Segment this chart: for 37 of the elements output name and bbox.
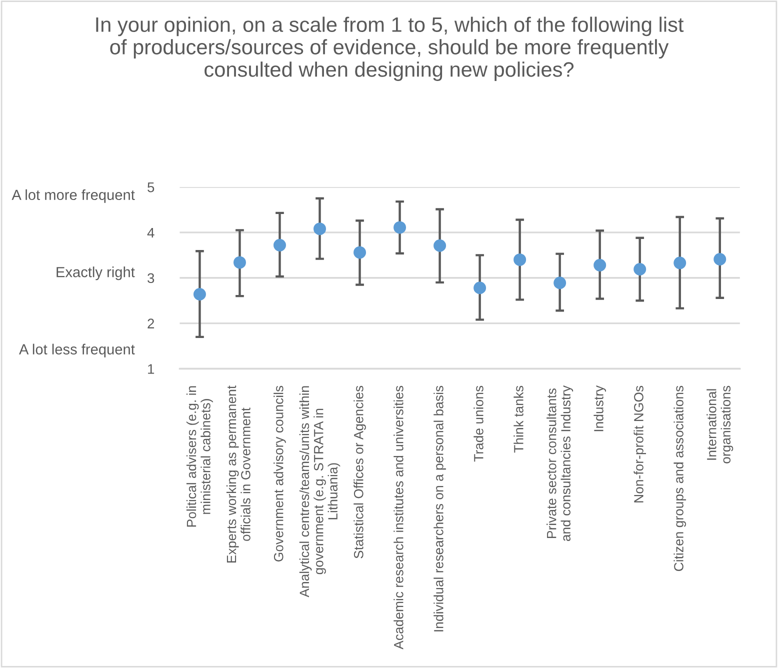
point [474, 282, 486, 294]
x-tick-label: Non-for-profit NGOs [634, 386, 646, 502]
y-tick-label: 3 [148, 273, 154, 284]
point [594, 258, 606, 272]
x-tick-label: Private sector consultants and consultancies Industry [546, 385, 574, 542]
point [434, 239, 446, 252]
x-tick-label: Think tanks [514, 386, 524, 453]
text: Exactly right [56, 266, 135, 280]
text: A lot more frequent [12, 189, 135, 203]
point [354, 246, 366, 259]
x-tick-label: Academic research institutes and universities [394, 386, 404, 650]
y-tick-label: 1 [148, 364, 154, 374]
text: A lot less frequent [19, 344, 135, 358]
x-tick-label: Experts working as permanent officials in Government [226, 385, 250, 563]
x-tick-label: Political advisers (e.g. in ministerial cabinets) [186, 386, 213, 527]
point [273, 238, 286, 252]
x-tick-label: Statistical Offices or Agencies [354, 386, 366, 558]
x-tick-label: Trade unions [474, 386, 484, 462]
chart-title: In your opinion, on a scale from 1 to 5, which of the following list of producers/sources of evidence, should be more frequently consulted when designing new policies? [96, 16, 684, 81]
point [514, 253, 526, 266]
x-tick-label: Individual researchers on a personal basis [434, 386, 446, 632]
point [394, 221, 406, 234]
y-tick-label: 5 [148, 182, 154, 192]
point [714, 253, 726, 266]
x-tick-label: Analytical centres/teams/units within government (e.g. STRATA in Lithuania) [299, 386, 340, 598]
point [554, 276, 566, 290]
x-tick-label: Government advisory councils [274, 386, 286, 562]
x-tick-label: International organisations [706, 386, 734, 464]
y-tick-label: 4 [147, 228, 154, 238]
point [314, 222, 326, 236]
point [193, 288, 206, 300]
point [634, 263, 646, 276]
point [233, 256, 246, 269]
x-tick-label: Industry [594, 385, 606, 432]
x-tick-label: Citizen groups and associations [674, 386, 686, 572]
point [674, 256, 686, 270]
y-tick-label: 2 [148, 318, 154, 328]
